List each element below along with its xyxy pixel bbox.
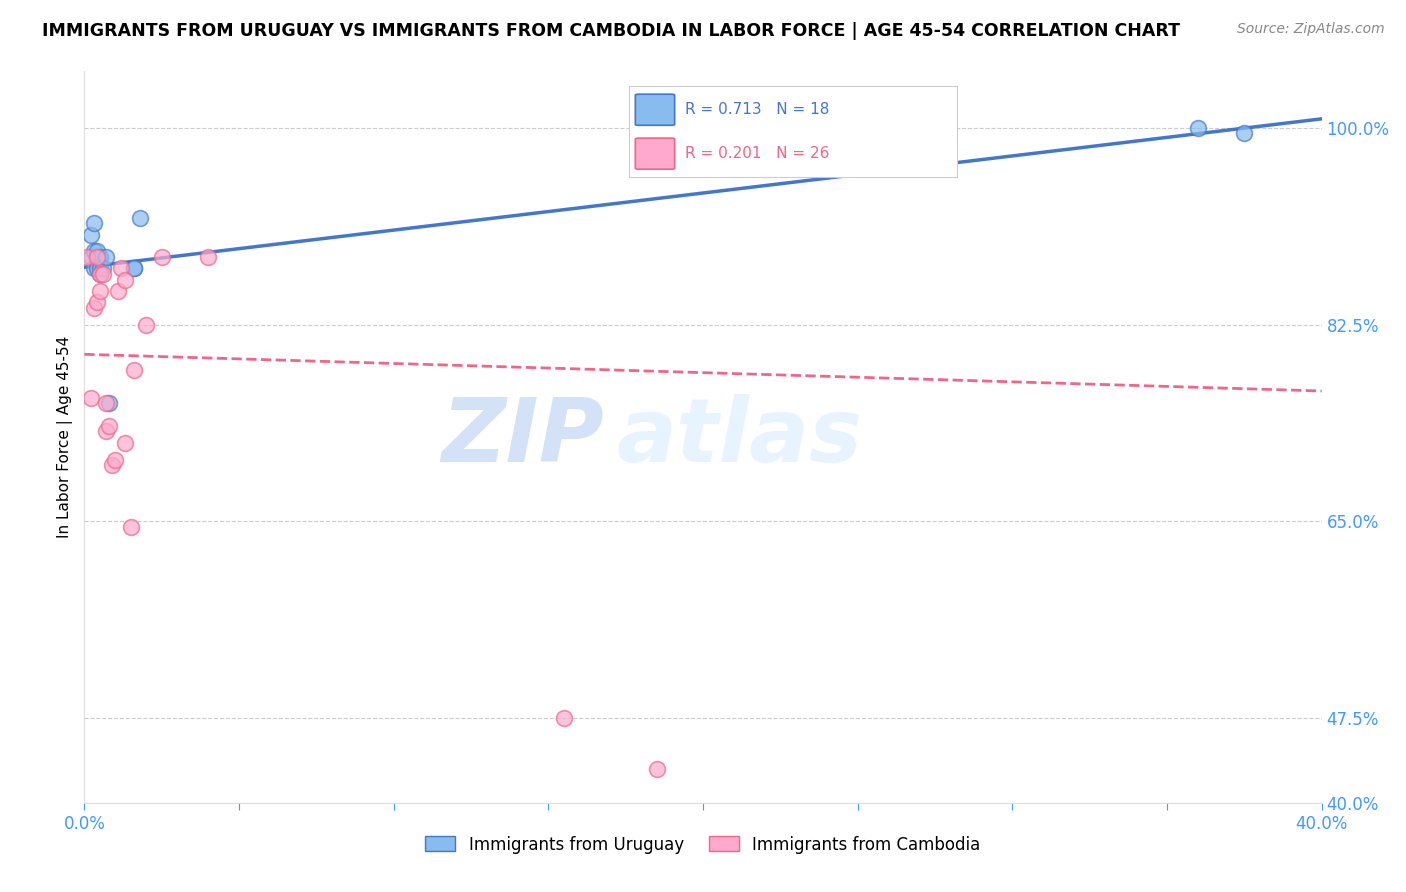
Point bbox=[86, 261, 108, 276]
Point bbox=[89, 267, 111, 281]
Legend: Immigrants from Uruguay, Immigrants from Cambodia: Immigrants from Uruguay, Immigrants from… bbox=[419, 829, 987, 860]
Point bbox=[83, 301, 105, 315]
Point bbox=[553, 711, 575, 725]
Point bbox=[135, 318, 157, 332]
Point bbox=[645, 762, 668, 776]
Point bbox=[122, 261, 145, 276]
Point bbox=[89, 267, 111, 281]
Point bbox=[83, 244, 105, 259]
Point bbox=[114, 435, 136, 450]
Point bbox=[94, 250, 117, 264]
Point bbox=[86, 250, 108, 264]
Point bbox=[89, 261, 111, 276]
Point bbox=[120, 520, 142, 534]
Point bbox=[150, 250, 173, 264]
Point bbox=[79, 250, 101, 264]
Text: Source: ZipAtlas.com: Source: ZipAtlas.com bbox=[1237, 22, 1385, 37]
Point bbox=[114, 272, 136, 286]
Point bbox=[908, 126, 931, 140]
Point bbox=[83, 216, 105, 230]
Point bbox=[129, 211, 152, 225]
Point bbox=[104, 452, 127, 467]
Point bbox=[79, 227, 101, 242]
Point bbox=[89, 284, 111, 298]
Point bbox=[89, 250, 111, 264]
Point bbox=[91, 261, 114, 276]
Point bbox=[1187, 120, 1209, 135]
Text: IMMIGRANTS FROM URUGUAY VS IMMIGRANTS FROM CAMBODIA IN LABOR FORCE | AGE 45-54 C: IMMIGRANTS FROM URUGUAY VS IMMIGRANTS FR… bbox=[42, 22, 1180, 40]
Point bbox=[83, 261, 105, 276]
Point bbox=[107, 284, 129, 298]
Point bbox=[110, 261, 132, 276]
Point bbox=[101, 458, 124, 473]
Point bbox=[122, 261, 145, 276]
Point bbox=[98, 396, 121, 410]
Point bbox=[79, 391, 101, 405]
Point bbox=[94, 396, 117, 410]
Point bbox=[1233, 126, 1256, 140]
Text: atlas: atlas bbox=[616, 393, 862, 481]
Point bbox=[197, 250, 219, 264]
Point bbox=[122, 362, 145, 376]
Point bbox=[98, 418, 121, 433]
Point bbox=[94, 425, 117, 439]
Point bbox=[76, 250, 98, 264]
Point bbox=[86, 244, 108, 259]
Text: ZIP: ZIP bbox=[441, 393, 605, 481]
Point bbox=[86, 295, 108, 310]
Point bbox=[785, 120, 807, 135]
Y-axis label: In Labor Force | Age 45-54: In Labor Force | Age 45-54 bbox=[58, 336, 73, 538]
Point bbox=[91, 267, 114, 281]
